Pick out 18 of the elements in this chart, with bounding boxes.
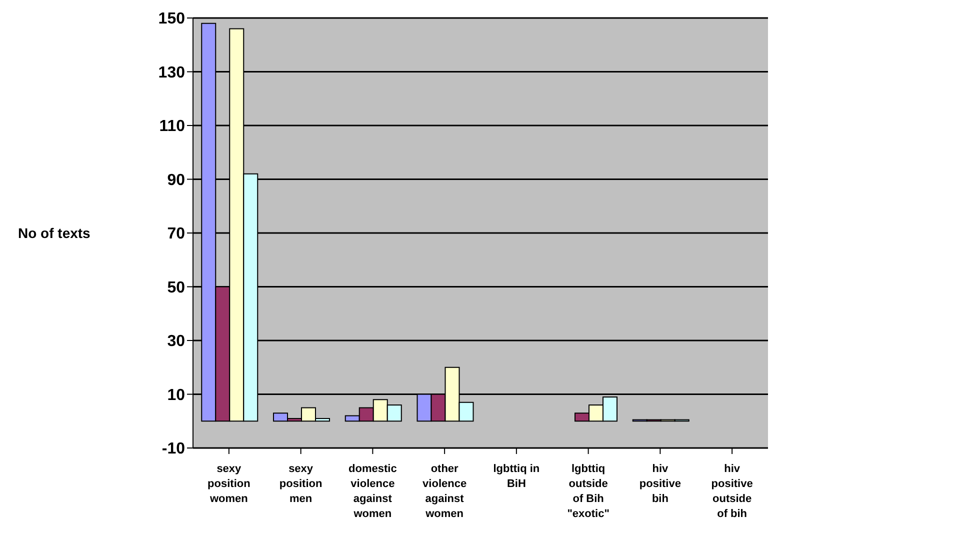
x-tick-label: sexy position women [208, 463, 251, 505]
y-tick-label: 10 [167, 386, 186, 404]
y-tick-label: 130 [158, 64, 186, 82]
x-tick-label: sexy position men [279, 463, 322, 505]
y-tick-label: 150 [158, 10, 186, 28]
x-tick-label: other violence against women [422, 463, 467, 520]
y-tick-label: 110 [159, 118, 186, 136]
y-tick-label: 30 [167, 333, 186, 350]
x-tick-label: lgbttiq in BiH [493, 463, 540, 490]
y-tick-label: 70 [167, 226, 186, 243]
x-tick-label: lgbttiq outside of Bih "exotic" [567, 463, 610, 520]
y-tick-label: 50 [167, 279, 186, 296]
y-tick-label: 90 [167, 172, 186, 189]
y-axis-title: No of texts [18, 224, 91, 241]
x-tick-label: hiv positive bih [639, 463, 681, 505]
x-tick-label: hiv positive outside of bih [711, 463, 753, 520]
x-tick-label: domestic violence against women [348, 463, 397, 520]
y-tick-label: -10 [162, 440, 186, 458]
